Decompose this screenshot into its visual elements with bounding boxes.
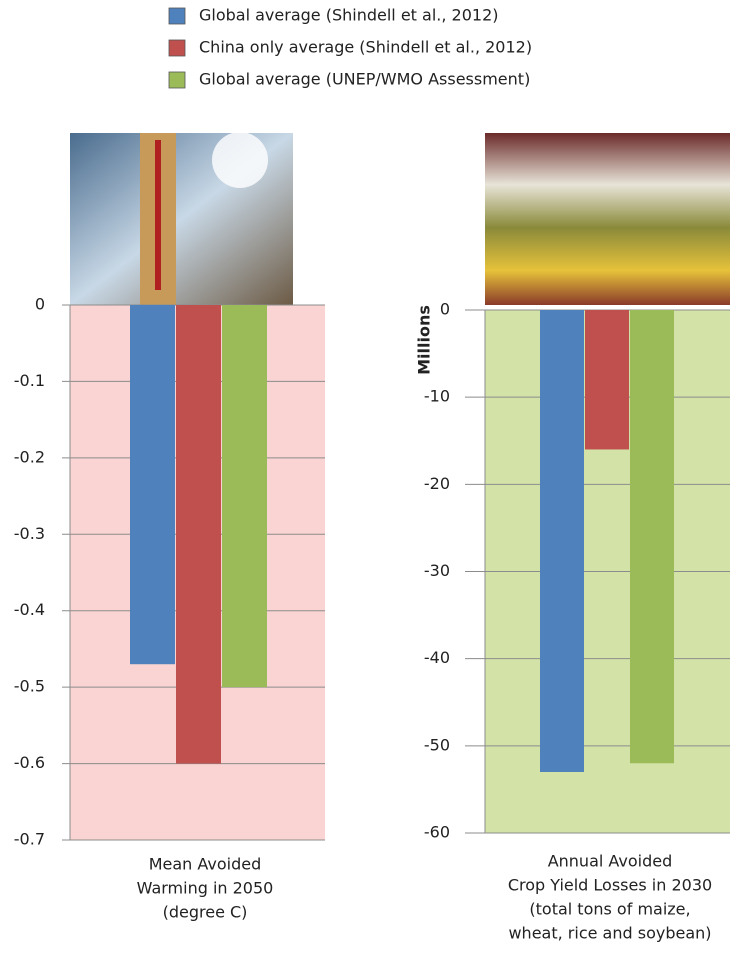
x-axis-label: Annual Avoided: [548, 852, 673, 871]
y-axis-label: Millions: [415, 305, 434, 375]
y-tick-label: -60: [424, 823, 450, 842]
y-tick-label: 0: [35, 295, 45, 314]
photo-grains: [485, 133, 730, 305]
x-axis-label: Warming in 2050: [137, 879, 274, 898]
y-tick-label: -40: [424, 648, 450, 667]
y-tick-label: 0: [440, 300, 450, 319]
x-axis-label: Mean Avoided: [149, 855, 262, 874]
bar: [222, 305, 267, 688]
legend-swatch: [168, 7, 186, 25]
x-axis-label: Crop Yield Losses in 2030: [508, 876, 712, 895]
y-tick-label: -0.7: [14, 830, 45, 849]
y-tick-label: -30: [424, 561, 450, 580]
bar: [540, 310, 584, 772]
y-tick-label: -20: [424, 474, 450, 493]
y-tick-label: -50: [424, 735, 450, 754]
y-tick-label: -10: [424, 387, 450, 406]
legend-swatch: [168, 71, 186, 89]
photo-thermometer: [70, 132, 293, 305]
y-tick-label: -0.6: [14, 753, 45, 772]
y-tick-label: -0.4: [14, 600, 45, 619]
x-axis-label: (total tons of maize,: [529, 900, 690, 919]
bar: [130, 305, 175, 665]
legend-label: Global average (Shindell et al., 2012): [199, 6, 498, 25]
x-axis-label: (degree C): [163, 903, 248, 922]
bar: [630, 310, 674, 764]
y-tick-label: -0.3: [14, 524, 45, 543]
bar: [176, 305, 221, 764]
legend-swatch: [168, 39, 186, 57]
x-axis-label: wheat, rice and soybean): [508, 924, 711, 943]
legend-label: China only average (Shindell et al., 201…: [199, 38, 532, 57]
y-tick-label: -0.1: [14, 371, 45, 390]
y-tick-label: -0.2: [14, 447, 45, 466]
legend-label: Global average (UNEP/WMO Assessment): [199, 70, 530, 89]
bar: [585, 310, 629, 450]
y-tick-label: -0.5: [14, 677, 45, 696]
